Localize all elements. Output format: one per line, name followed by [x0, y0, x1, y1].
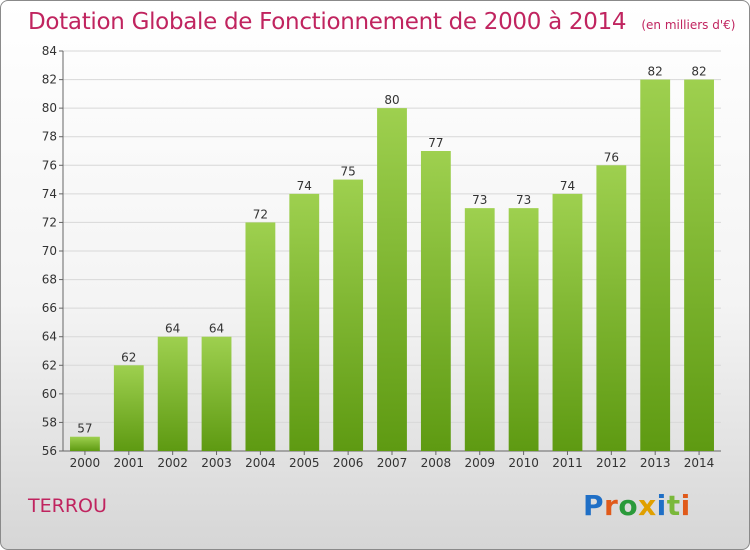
x-tick-label-2005: 2005	[289, 456, 320, 470]
x-tick-label-2009: 2009	[464, 456, 495, 470]
y-tick-label: 68	[42, 273, 57, 287]
y-tick-label: 74	[42, 187, 57, 201]
logo-letter: o	[618, 489, 639, 522]
value-label-2002: 64	[165, 322, 180, 336]
y-tick-label: 84	[42, 44, 57, 58]
y-tick-label: 76	[42, 158, 57, 172]
bar-2001	[113, 365, 144, 451]
value-label-2009: 73	[472, 193, 487, 207]
x-tick-label-2000: 2000	[70, 456, 101, 470]
bar-2013	[640, 79, 671, 452]
x-tick-label-2004: 2004	[245, 456, 276, 470]
value-label-2008: 77	[428, 136, 443, 150]
bar-2010	[508, 208, 539, 451]
y-tick-label: 56	[42, 444, 57, 458]
value-label-2014: 82	[691, 65, 706, 79]
logo-letter: x	[638, 489, 657, 522]
logo-letter: i	[680, 489, 691, 522]
value-label-2003: 64	[209, 322, 224, 336]
value-label-2012: 76	[604, 150, 619, 164]
y-tick-label: 70	[42, 244, 57, 258]
value-label-2001: 62	[121, 350, 136, 364]
x-tick-label-2012: 2012	[596, 456, 627, 470]
logo-letter: t	[666, 489, 681, 522]
logo-letter: i	[656, 489, 667, 522]
chart-title: Dotation Globale de Fonctionnement de 20…	[28, 9, 735, 35]
value-label-2007: 80	[384, 93, 399, 107]
x-tick-label-2001: 2001	[114, 456, 145, 470]
bar-2004	[245, 222, 276, 451]
y-tick-label: 60	[42, 387, 57, 401]
value-label-2004: 72	[253, 207, 268, 221]
bars	[70, 79, 714, 452]
commune-name: TERROU	[28, 495, 107, 517]
x-tick-label-2003: 2003	[201, 456, 232, 470]
value-label-2005: 74	[297, 179, 312, 193]
y-tick-label: 62	[42, 358, 57, 372]
bar-2007	[377, 108, 407, 452]
bar-2006	[333, 179, 364, 452]
value-label-2013: 82	[648, 65, 663, 79]
bar-2011	[552, 193, 583, 451]
bar-2005	[289, 193, 320, 451]
x-tick-label-2011: 2011	[552, 456, 583, 470]
y-tick-label: 82	[42, 73, 57, 87]
bar-2014	[684, 79, 714, 452]
y-tick-label: 78	[42, 130, 57, 144]
title-unit: (en milliers d'€)	[641, 18, 736, 32]
logo-letter: P	[583, 489, 605, 522]
value-label-2006: 75	[340, 165, 355, 179]
bar-2012	[596, 165, 627, 452]
x-tick-label-2007: 2007	[377, 456, 408, 470]
value-label-2000: 57	[77, 422, 92, 436]
title-main: Dotation Globale de Fonctionnement de 20…	[28, 9, 627, 35]
proxiti-logo[interactable]: Proxiti	[583, 489, 691, 522]
bar-2008	[420, 151, 451, 451]
bar-2009	[464, 208, 495, 451]
x-tick-label-2008: 2008	[421, 456, 452, 470]
value-label-2011: 74	[560, 179, 575, 193]
x-tick-label-2014: 2014	[684, 456, 715, 470]
labels: 56 58 60 62 64 66 68 70 72 74 76 78 80 82 84 57 2000 62 20…	[42, 44, 715, 470]
x-tick-label-2010: 2010	[508, 456, 539, 470]
value-label-2010: 73	[516, 193, 531, 207]
x-tick-label-2002: 2002	[157, 456, 188, 470]
x-tick-label-2006: 2006	[333, 456, 364, 470]
bar-2003	[201, 336, 232, 451]
y-tick-label: 66	[42, 301, 57, 315]
y-tick-label: 72	[42, 215, 57, 229]
y-tick-label: 64	[42, 330, 57, 344]
bar-2002	[157, 336, 188, 451]
y-tick-label: 80	[42, 101, 57, 115]
x-tick-label-2013: 2013	[640, 456, 671, 470]
logo-letter: r	[604, 489, 619, 522]
y-tick-label: 58	[42, 415, 57, 429]
bar-2000	[70, 436, 100, 451]
